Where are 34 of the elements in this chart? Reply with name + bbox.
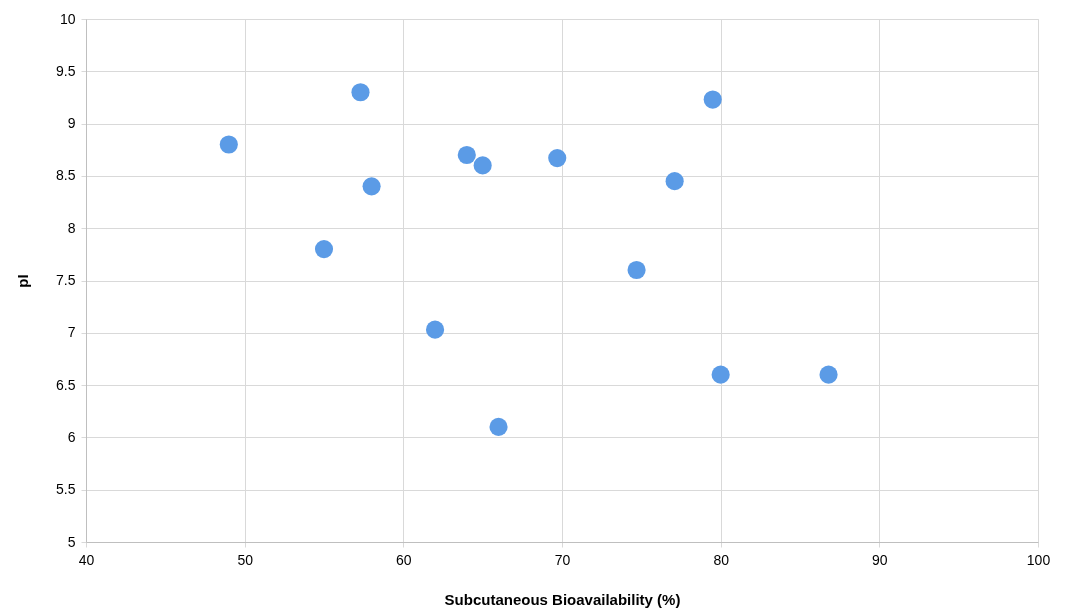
point bbox=[457, 145, 476, 165]
y-axis-title: pI bbox=[14, 274, 32, 288]
x-tick-label: 60 bbox=[396, 551, 412, 568]
point bbox=[362, 177, 381, 196]
point bbox=[548, 149, 567, 168]
y-tick-label: 5.5 bbox=[56, 481, 76, 498]
y-tick-label: 8 bbox=[67, 219, 76, 236]
y-tick-label: 8.5 bbox=[56, 167, 76, 184]
point bbox=[314, 240, 334, 259]
point bbox=[703, 90, 722, 109]
y-tick-label: 10 bbox=[59, 10, 76, 27]
point bbox=[425, 320, 445, 339]
point bbox=[711, 365, 730, 384]
point bbox=[665, 172, 684, 191]
y-tick-label: 6.5 bbox=[56, 376, 76, 393]
point bbox=[473, 156, 492, 175]
point bbox=[351, 83, 370, 102]
point bbox=[627, 260, 646, 280]
x-tick-label: 100 bbox=[1026, 551, 1051, 568]
point bbox=[819, 365, 838, 384]
y-tick-label: 7 bbox=[67, 324, 76, 341]
x-axis-title: Subcutaneous Bioavailability (%) bbox=[444, 590, 681, 608]
x-tick-label: 70 bbox=[554, 551, 571, 568]
point bbox=[489, 417, 508, 437]
x-tick-label: 40 bbox=[78, 551, 95, 568]
y-tick-label: 5 bbox=[67, 533, 76, 550]
point bbox=[219, 135, 238, 154]
y-tick-label: 7.5 bbox=[56, 272, 76, 288]
x-tick-label: 90 bbox=[872, 551, 888, 568]
y-tick-label: 9.5 bbox=[56, 62, 76, 79]
y-tick-label: 6 bbox=[67, 428, 76, 445]
y-tick-label: 9 bbox=[67, 115, 76, 132]
x-tick-label: 50 bbox=[237, 551, 254, 568]
x-tick-label: 80 bbox=[713, 551, 730, 568]
